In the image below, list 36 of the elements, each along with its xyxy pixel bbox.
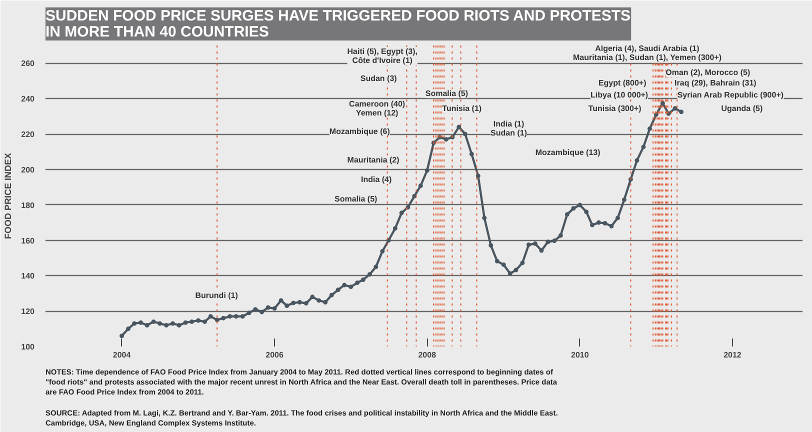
annotation: Cameroon (40) Yemen (12)	[349, 100, 406, 118]
x-tick-label: 2004	[112, 350, 132, 360]
y-tick-label: 160	[21, 236, 36, 246]
y-tick-label: 140	[21, 272, 36, 281]
x-tick-label: 2010	[571, 350, 590, 360]
annotation: Iraq (29), Bahrain (31)	[674, 78, 757, 88]
y-tick-label: 220	[21, 130, 36, 140]
annotation: Mozambique (6)	[329, 126, 390, 136]
annotation: Egypt (800+)	[598, 78, 647, 88]
y-tick-label: 200	[21, 165, 36, 174]
annotation: Tunisia (1)	[442, 104, 482, 114]
annotation: Somalia (5)	[425, 89, 468, 98]
y-tick-label: 120	[21, 307, 36, 316]
x-tick-label: 2012	[724, 350, 742, 360]
x-tick-label: 2008	[418, 350, 437, 360]
y-tick-label: 180	[21, 200, 36, 210]
annotation: Syrian Arab Republic (900+)	[677, 90, 784, 100]
annotation: Mozambique (13)	[535, 148, 601, 157]
annotation: Somalia (5)	[334, 194, 378, 204]
annotation: Uganda (5)	[721, 104, 763, 114]
annotation: Burundi (1)	[195, 290, 238, 300]
annotation: Sudan (3)	[360, 74, 398, 84]
annotation: Haiti (5), Egypt (3), Côte d'Ivoire (1)	[347, 47, 418, 66]
annotation: Tunisia (300+)	[588, 104, 642, 114]
annotation: Mauritania (2)	[347, 155, 400, 164]
y-tick-label: 240	[21, 94, 36, 104]
x-tick-label: 2006	[266, 350, 284, 360]
chart-title: SUDDEN FOOD PRICE SURGES HAVE TRIGGERED FOOD RIOTS AND PROTESTS IN MORE THAN 40 COUNTRIES	[46, 7, 631, 40]
annotation: India (1) Sudan (1)	[490, 119, 528, 138]
annotation: Oman (2), Morocco (5)	[666, 68, 750, 78]
y-tick-label: 100	[21, 342, 36, 352]
y-axis-title: FOOD PRICE INDEX	[3, 152, 14, 240]
y-tick-label: 260	[21, 59, 36, 68]
annotation: Libya (10 000+)	[590, 90, 648, 100]
annotation: Algeria (4), Saudi Arabia (1) Mauritania (1), Sudan (1), Yemen (300+)	[572, 44, 722, 62]
annotation: India (4)	[360, 174, 392, 184]
